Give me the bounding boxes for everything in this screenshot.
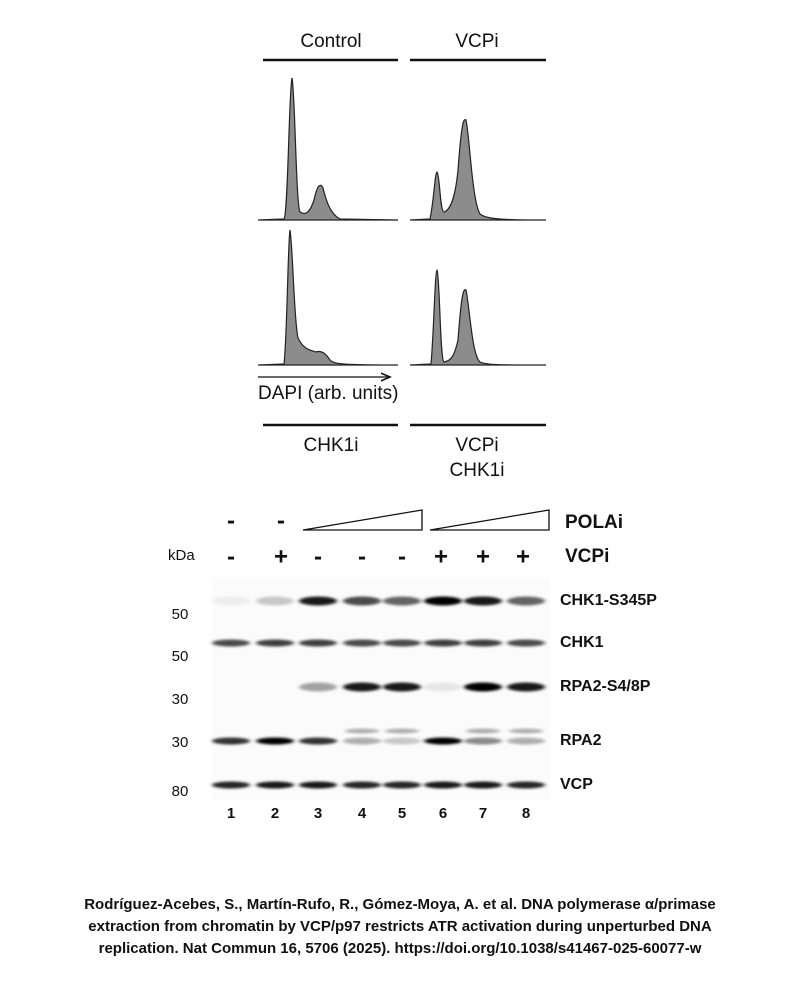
blot-band — [509, 728, 543, 734]
histogram — [257, 229, 399, 366]
band-label: VCP — [560, 776, 593, 793]
treatment-label: POLAi — [565, 512, 623, 533]
blot-band — [383, 781, 421, 789]
treatment-sign: + — [476, 543, 490, 570]
blot-band — [343, 596, 381, 606]
band-label: RPA2-S4/8P — [560, 678, 651, 695]
citation: replication. Nat Commun 16, 5706 (2025).… — [99, 940, 702, 957]
condition-label: VCPi — [455, 31, 498, 52]
blot-band — [507, 737, 545, 745]
blot-band — [464, 781, 502, 789]
treatment-sign: - — [398, 543, 406, 570]
blot-band — [299, 682, 337, 692]
treatment-label: VCPi — [565, 546, 609, 567]
blot-band — [256, 737, 294, 745]
lane-number: 2 — [271, 805, 279, 822]
kda-marker: 50 — [172, 648, 189, 665]
blot-band — [383, 737, 421, 745]
histogram — [409, 119, 547, 221]
blot-band — [424, 596, 462, 606]
band-label: CHK1 — [560, 634, 604, 651]
blot-band — [464, 682, 502, 692]
treatment-sign: + — [516, 543, 530, 570]
kda-label: kDa — [168, 547, 195, 564]
condition-label: CHK1i — [450, 460, 505, 481]
citation: extraction from chromatin by VCP/p97 res… — [88, 918, 712, 935]
blot-band — [424, 737, 462, 745]
condition-label: VCPi — [455, 435, 498, 456]
blot-band — [424, 682, 462, 692]
blot-band — [212, 596, 250, 606]
blot-band — [507, 682, 545, 692]
dose-triangle — [302, 509, 423, 531]
axis-label: DAPI (arb. units) — [258, 383, 398, 404]
citation: Rodríguez-Acebes, S., Martín-Rufo, R., G… — [84, 896, 716, 913]
treatment-sign: - — [227, 543, 235, 570]
blot-band — [256, 596, 294, 606]
blot-band — [256, 639, 294, 647]
kda-marker: 30 — [172, 734, 189, 751]
blot-band — [464, 596, 502, 606]
kda-marker: 30 — [172, 691, 189, 708]
band-label: CHK1-S345P — [560, 592, 657, 609]
treatment-sign: - — [277, 507, 285, 534]
lane-number: 8 — [522, 805, 530, 822]
blot-band — [343, 781, 381, 789]
blot-band — [507, 596, 545, 606]
blot-band — [383, 639, 421, 647]
treatment-sign: + — [274, 543, 288, 570]
blot-band — [212, 737, 250, 745]
blot-band — [299, 781, 337, 789]
lane-number: 3 — [314, 805, 322, 822]
blot-band — [385, 728, 419, 734]
condition-label: Control — [300, 31, 361, 52]
blot-band — [343, 639, 381, 647]
blot-band — [343, 682, 381, 692]
blot-band — [424, 639, 462, 647]
blot-band — [464, 639, 502, 647]
blot-band — [299, 737, 337, 745]
dose-triangle — [429, 509, 550, 531]
blot-band — [212, 639, 250, 647]
blot-band — [466, 728, 500, 734]
treatment-sign: - — [314, 543, 322, 570]
blot-band — [212, 781, 250, 789]
blot-band — [507, 639, 545, 647]
lane-number: 5 — [398, 805, 406, 822]
condition-label: CHK1i — [304, 435, 359, 456]
histogram — [257, 77, 399, 221]
blot-band — [343, 737, 381, 745]
blot-band — [299, 596, 337, 606]
band-label: RPA2 — [560, 732, 602, 749]
blot-band — [424, 781, 462, 789]
treatment-sign: - — [358, 543, 366, 570]
blot-band — [256, 781, 294, 789]
treatment-sign: + — [434, 543, 448, 570]
lane-number: 7 — [479, 805, 487, 822]
treatment-sign: - — [227, 507, 235, 534]
blot-band — [383, 596, 421, 606]
lane-number: 4 — [358, 805, 367, 822]
blot-band — [464, 737, 502, 745]
kda-marker: 80 — [172, 783, 189, 800]
blot-band — [507, 781, 545, 789]
kda-marker: 50 — [172, 606, 189, 623]
blot-band — [383, 682, 421, 692]
histogram — [409, 269, 547, 366]
lane-number: 1 — [227, 805, 235, 822]
lane-number: 6 — [439, 805, 447, 822]
blot-band — [299, 639, 337, 647]
blot-band — [345, 728, 379, 734]
